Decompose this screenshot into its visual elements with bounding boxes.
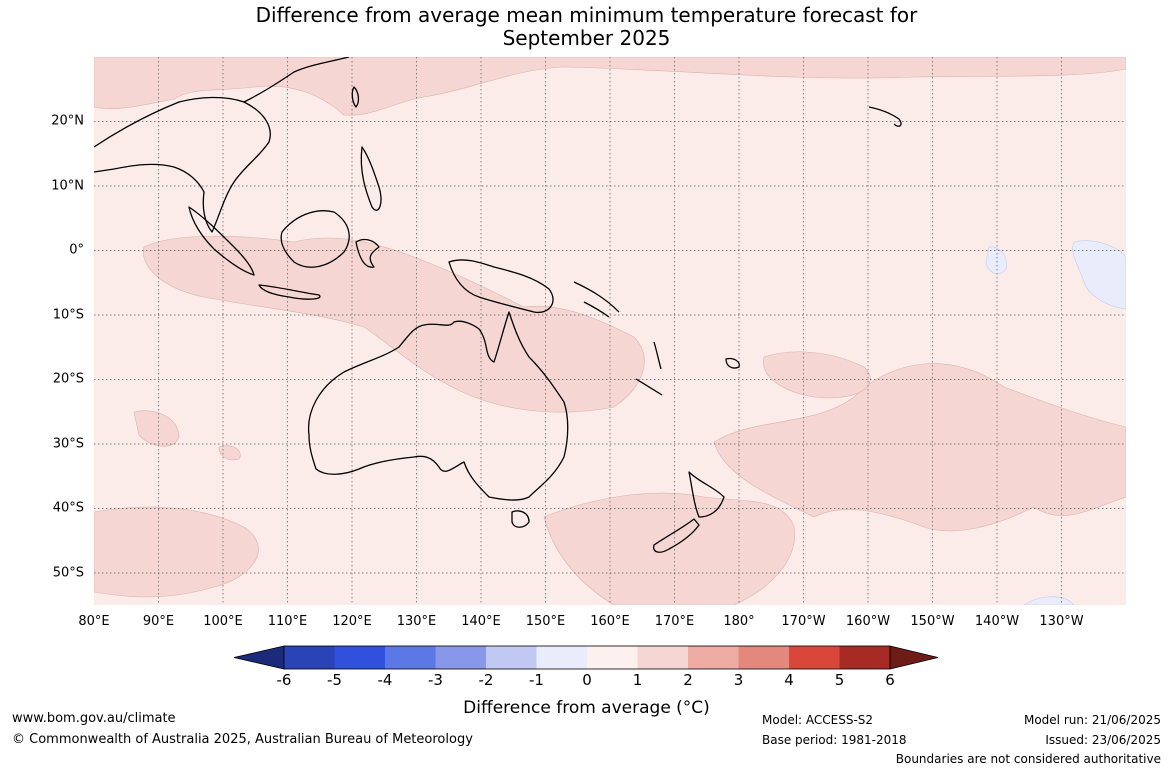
anomaly-region-north-asia [94,57,1126,116]
negative-region-east-pacific [1072,240,1126,310]
footer-issued: Issued: 23/06/2025 [1045,733,1161,747]
nz-south-island-coastline [653,518,700,553]
colorbar-cell [486,646,537,669]
longitude-label: 170°W [781,614,826,629]
colorbar-extend-high [889,645,939,670]
hawaii-coastline [868,106,902,127]
tasmania-coastline [511,510,530,528]
longitude-label: 100°E [203,614,243,629]
anomaly-region-south-pacific [713,363,1126,532]
philippines-coastline [360,146,382,211]
colorbar-tick-label: 5 [834,671,845,689]
latitude-label: 0° [69,242,84,258]
anomaly-region-south-west [94,506,259,598]
colorbar-cell [284,646,335,669]
colorbar-tick-label: 3 [733,671,744,689]
new-guinea-coastline [448,259,554,314]
colorbar-cell [738,646,789,669]
colorbar-tick-label: 2 [683,671,693,689]
longitude-label: 140°W [974,614,1020,629]
colorbar-border [283,645,891,670]
longitude-label: 140°E [461,614,501,629]
colorbar-cell [839,646,890,669]
footer-base-period: Base period: 1981-2018 [762,733,907,747]
borneo-coastline [280,210,350,268]
colorbar-tick-label: 1 [632,671,643,689]
longitude-label: 80°E [78,614,110,629]
colorbar-tick-label: -2 [478,671,494,689]
colorbar-cell [536,646,587,669]
longitude-label: 130°E [396,614,437,629]
longitude-label: 150°W [910,614,955,629]
sulawesi-coastline [355,238,380,268]
colorbar-tick-label: 6 [885,671,895,689]
title-line-1: Difference from average mean minimum tem… [255,3,918,27]
footer-copyright: © Commonwealth of Australia 2025, Austra… [12,732,473,747]
negative-region-small [985,246,1007,275]
colorbar-cells [233,645,939,670]
negative-anomaly-shading [985,240,1126,605]
anomaly-shading [94,57,1126,605]
longitude-label: 160°W [845,614,891,629]
latitude-label: 20°N [51,113,84,129]
taiwan-coastline [351,86,360,108]
longitude-label: 120°E [332,614,372,629]
anomaly-region-small-2 [218,445,241,461]
negative-region-south [1023,596,1075,605]
graticule [94,57,1126,605]
longitude-label: 130°W [1039,614,1084,629]
longitude-label: 160°E [590,614,630,629]
colorbar-tick-label: -4 [377,671,393,689]
colorbar-tick-label: -5 [327,671,342,689]
china-coastline [243,57,350,103]
new-caledonia-coastline [635,378,663,396]
longitude-label: 150°E [525,614,566,629]
latitude-label: 30°S [52,436,84,452]
colorbar-tick-label: -1 [529,671,544,689]
anomaly-region-central-pacific [763,351,871,399]
footer-disclaimer: Boundaries are not considered authoritat… [895,752,1161,766]
southeast-asia-coastline [94,96,271,233]
longitude-label: 170°E [654,614,695,629]
footer-website: www.bom.gov.au/climate [12,711,176,726]
footer-model: Model: ACCESS-S2 [762,713,874,727]
colorbar-cell [587,646,638,669]
latitude-label: 20°S [52,371,84,387]
colorbar-cell [385,646,436,669]
latitude-label: 10°N [51,178,84,194]
footer-model-run: Model run: 21/06/2025 [1023,713,1161,727]
sumatra-coastline [188,206,255,276]
colorbar-cell [688,646,739,669]
forecast-map [94,57,1126,605]
map-canvas [94,57,1126,605]
chart-title: Difference from average mean minimum tem… [0,4,1173,50]
colorbar-cell [334,646,385,669]
fiji-coastline [725,357,740,369]
nz-north-island-coastline [688,471,725,518]
colorbar-label: Difference from average (°C) [463,698,710,718]
longitude-label: 110°E [267,614,308,629]
latitude-label: 40°S [52,500,84,516]
colorbar-tick-label: -3 [428,671,443,689]
colorbar-tick-label: 4 [784,671,794,689]
colorbar-cell [435,646,486,669]
anomaly-region-maritime [143,235,645,413]
colorbar-cell [789,646,840,669]
anomaly-region-small-1 [133,410,180,447]
solomon-islands-coastline [573,281,620,318]
java-coastline [258,284,321,300]
title-line-2: September 2025 [502,26,671,50]
colorbar-tick-label: 0 [582,671,592,689]
latitude-label: 50°S [52,565,84,581]
longitude-label: 180° [723,614,755,629]
latitude-label: 10°S [52,307,84,323]
australia-coastline [307,311,569,501]
colorbar-extend-low [233,645,285,670]
coastlines [94,57,902,553]
vanuatu-coastline [653,341,662,370]
longitude-label: 90°E [142,614,175,629]
colorbar-tick-label: -6 [276,671,292,689]
colorbar-cell [637,646,688,669]
